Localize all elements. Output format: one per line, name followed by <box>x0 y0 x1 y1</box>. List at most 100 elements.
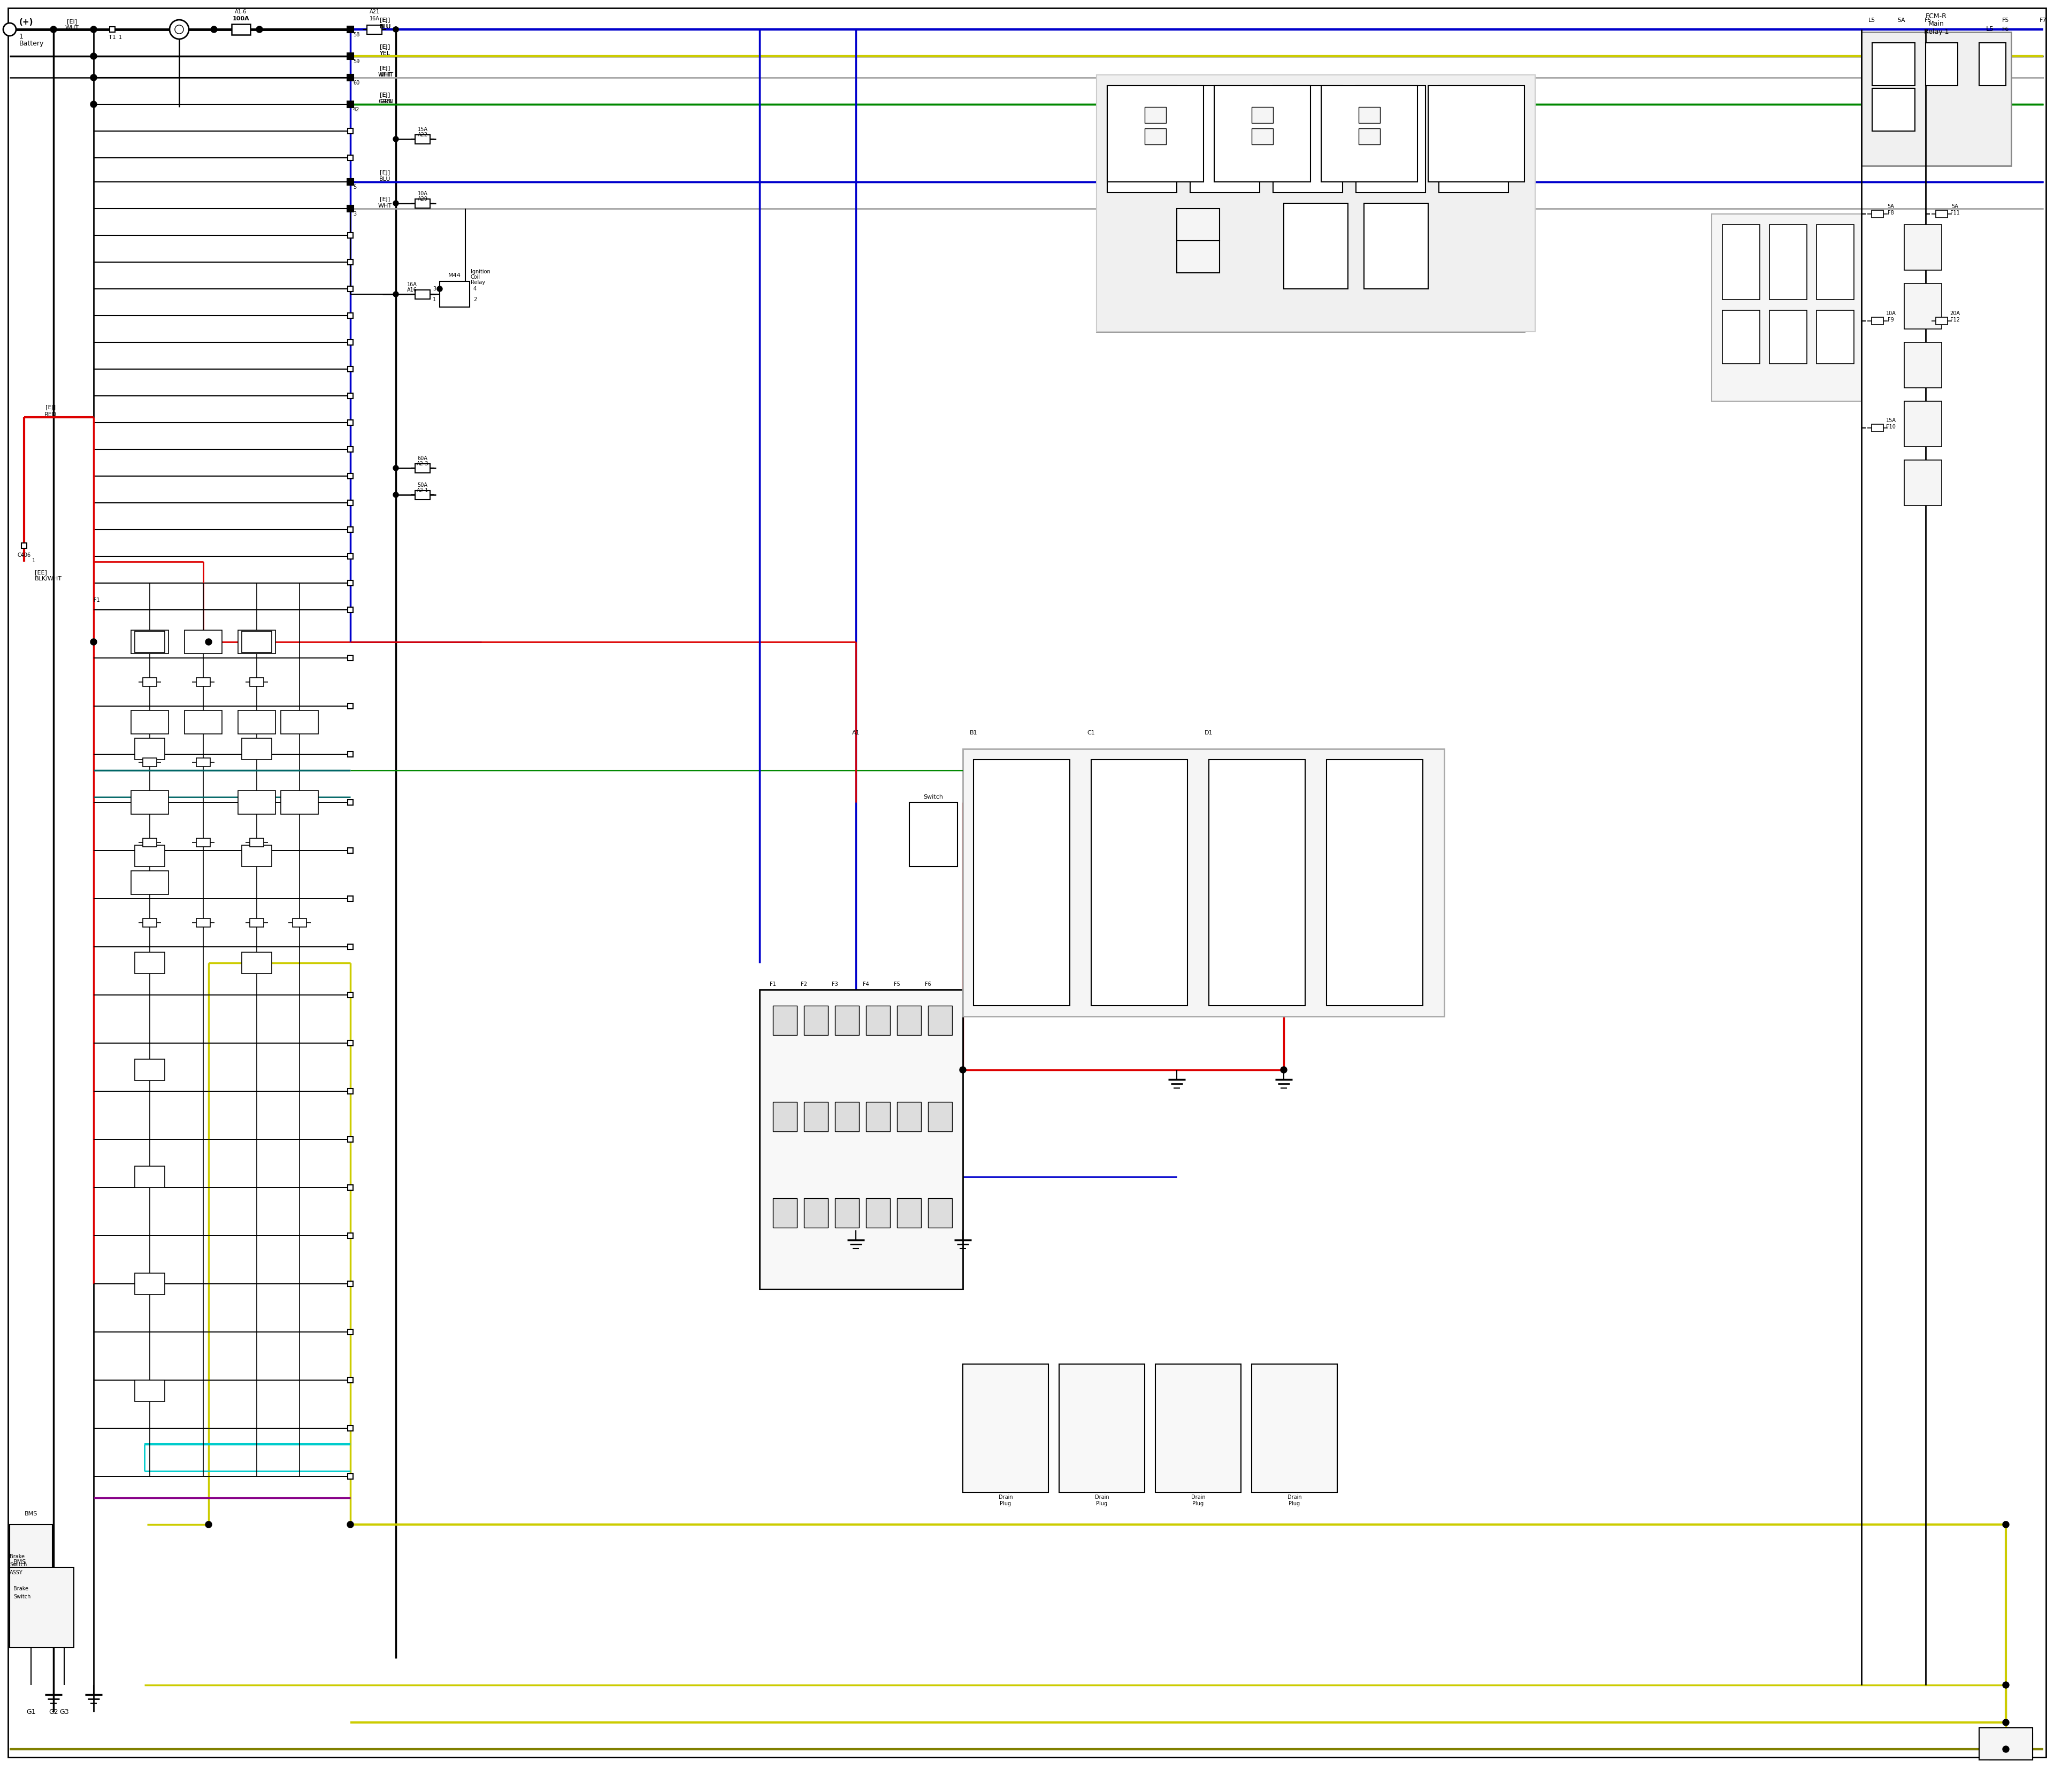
Bar <box>928 1199 953 1228</box>
Bar <box>1768 224 1808 299</box>
Bar <box>136 1272 164 1294</box>
Text: [EJ]: [EJ] <box>380 66 390 72</box>
Circle shape <box>392 493 398 498</box>
Bar <box>1177 240 1220 272</box>
Text: 16A: 16A <box>407 281 417 287</box>
Text: A29: A29 <box>417 197 427 202</box>
Circle shape <box>90 54 97 59</box>
Text: F1: F1 <box>770 982 776 987</box>
Bar <box>347 314 353 319</box>
Circle shape <box>2003 1683 2009 1688</box>
Bar <box>347 1378 353 1383</box>
Bar <box>347 896 353 901</box>
Text: F5: F5 <box>2003 18 2009 23</box>
Circle shape <box>959 1066 965 1073</box>
Circle shape <box>212 27 218 32</box>
Bar <box>281 710 318 735</box>
Text: 1: 1 <box>433 297 435 303</box>
Circle shape <box>347 179 353 185</box>
Bar <box>963 1364 1048 1493</box>
Bar <box>251 677 263 686</box>
Text: F2: F2 <box>801 982 807 987</box>
Bar <box>1871 317 1884 324</box>
Bar <box>131 871 168 894</box>
Bar <box>440 281 470 306</box>
Text: 10A: 10A <box>1886 310 1896 315</box>
Circle shape <box>347 54 353 59</box>
Text: 4: 4 <box>472 287 477 292</box>
Bar <box>347 1088 353 1093</box>
Circle shape <box>347 27 353 32</box>
Bar <box>131 790 168 814</box>
Text: 15A: 15A <box>417 127 427 133</box>
Bar <box>415 491 429 500</box>
Bar <box>232 23 251 34</box>
Bar <box>347 27 353 32</box>
Text: [EJ]: [EJ] <box>45 405 55 410</box>
Circle shape <box>1280 1066 1288 1073</box>
Bar <box>347 392 353 398</box>
Text: F1: F1 <box>94 597 101 602</box>
Text: YEL: YEL <box>380 50 390 56</box>
Bar <box>898 1199 920 1228</box>
Bar <box>144 839 156 848</box>
Bar <box>347 446 353 452</box>
Bar <box>1284 202 1347 289</box>
Circle shape <box>438 287 442 292</box>
Circle shape <box>90 27 97 32</box>
Bar <box>144 919 156 926</box>
Bar <box>347 1281 353 1287</box>
Bar <box>347 100 353 108</box>
Text: A2-1: A2-1 <box>417 487 429 493</box>
Bar <box>1091 760 1187 1005</box>
Text: Drain
Plug: Drain Plug <box>1288 1495 1302 1507</box>
Bar <box>347 27 353 32</box>
Bar <box>928 1005 953 1036</box>
Bar <box>347 260 353 265</box>
Text: F10: F10 <box>1886 425 1896 430</box>
Text: F7: F7 <box>2040 18 2048 23</box>
Circle shape <box>347 206 353 211</box>
Bar <box>10 1525 53 1579</box>
Bar <box>1251 108 1273 124</box>
Text: Coil: Coil <box>470 274 481 280</box>
Bar <box>1723 224 1760 299</box>
Bar <box>867 1199 889 1228</box>
Bar <box>928 1102 953 1131</box>
Text: 10A: 10A <box>417 192 427 197</box>
Text: F3: F3 <box>832 982 838 987</box>
Text: F6: F6 <box>924 982 930 987</box>
Circle shape <box>392 466 398 471</box>
Bar <box>836 1005 859 1036</box>
Bar <box>1251 1364 1337 1493</box>
Bar <box>144 758 156 767</box>
Bar <box>1904 283 1941 330</box>
Bar <box>836 1199 859 1228</box>
Bar <box>1904 342 1941 387</box>
Text: BLU: BLU <box>380 23 390 29</box>
Text: F12: F12 <box>1949 317 1960 323</box>
Text: YEL: YEL <box>380 50 390 56</box>
Bar <box>347 581 353 586</box>
Text: [EJ]: [EJ] <box>380 45 390 50</box>
Bar <box>347 607 353 613</box>
Bar <box>772 1005 797 1036</box>
Bar <box>1428 86 1524 181</box>
Bar <box>898 1005 920 1036</box>
Circle shape <box>2003 1745 2009 1753</box>
Bar <box>1214 86 1310 181</box>
Bar <box>347 179 353 185</box>
Bar <box>347 1233 353 1238</box>
Bar <box>347 993 353 998</box>
Bar <box>347 75 353 81</box>
Text: WHT: WHT <box>378 72 392 77</box>
Text: BMS: BMS <box>14 1559 27 1564</box>
Text: BLU: BLU <box>380 177 390 181</box>
Bar <box>347 233 353 238</box>
Text: 60: 60 <box>353 81 359 86</box>
Text: [EJ]: [EJ] <box>380 18 390 23</box>
Bar <box>136 631 164 652</box>
Bar <box>1723 310 1760 364</box>
Bar <box>867 1102 889 1131</box>
Bar <box>292 919 306 926</box>
